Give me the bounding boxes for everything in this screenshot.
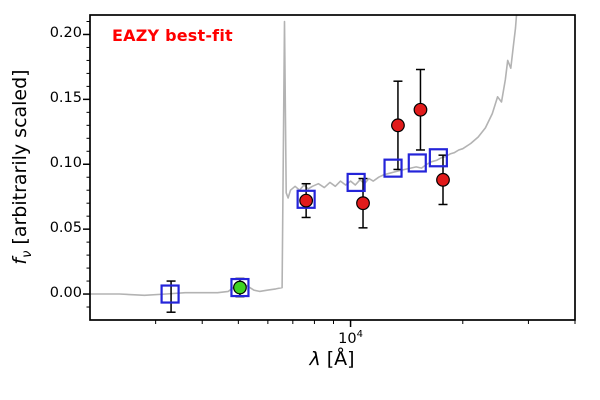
plot-frame [89,14,576,321]
model-point [428,148,448,168]
y-tick-label: 0.15 [49,90,82,107]
model-point [296,189,316,209]
x-axis-label-units: [Å] [320,348,355,370]
y-tick-label: 0.10 [49,155,82,172]
y-tick-label: 0.00 [49,285,82,302]
model-point [346,172,366,193]
observed-point [233,280,247,295]
x-tick-label: 104 [338,329,363,347]
y-axis-label-symbol: f [9,257,32,265]
model-point [160,284,180,304]
observed-point [391,118,405,133]
observed-point [299,193,314,208]
sed-template-line [90,15,518,297]
x-tick-label-exponent: 4 [356,329,363,340]
y-axis-label-subscript: ν [19,250,35,258]
y-tick-label: 0.05 [49,220,82,237]
y-tick-label: 0.20 [49,25,82,42]
x-axis-label: λ [Å] [309,348,354,370]
x-axis-label-symbol: λ [309,348,321,370]
observed-point [356,196,370,211]
axis-ticks [83,20,576,327]
model-point [383,158,403,178]
annotation: EAZY best-fit [112,26,233,45]
observed-point [413,102,428,117]
model-point [230,277,250,298]
model-point [407,153,427,173]
x-tick-label-base: 10 [338,330,357,347]
observed-point [436,172,450,187]
